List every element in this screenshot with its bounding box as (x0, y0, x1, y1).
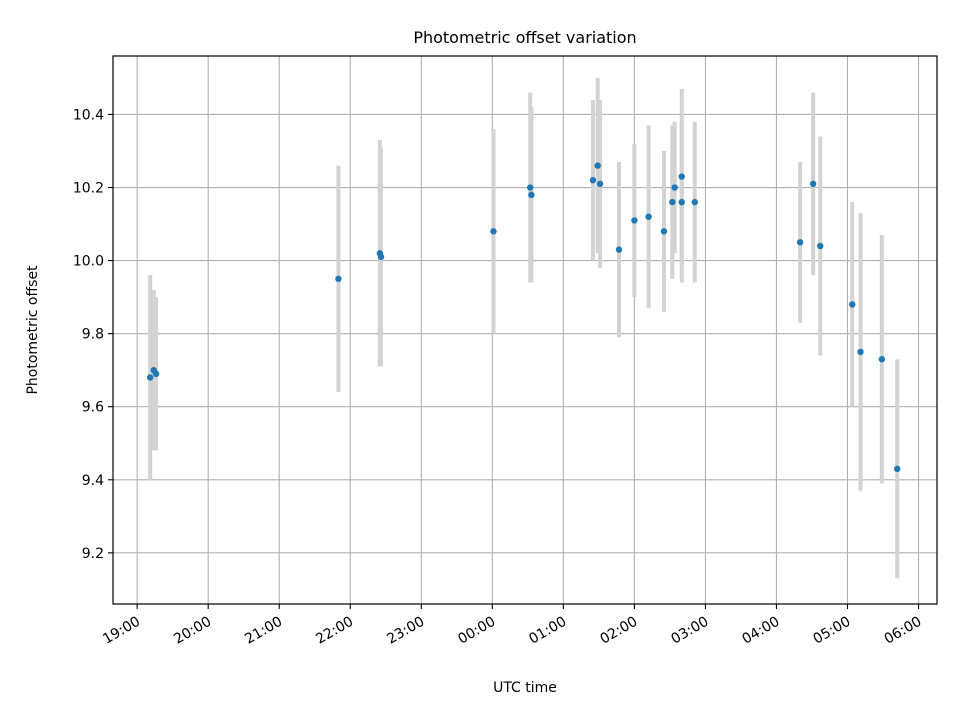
y-tick-label: 9.6 (82, 400, 104, 416)
data-point (857, 348, 864, 356)
data-point (817, 242, 824, 250)
data-point (615, 246, 623, 253)
y-tick-label: 10.0 (73, 254, 104, 270)
data-point (528, 191, 535, 199)
y-tick-label: 9.4 (82, 473, 104, 489)
y-axis-label: Photometric offset (25, 265, 41, 395)
data-point (596, 180, 604, 188)
data-point (589, 177, 597, 184)
y-tick-label: 9.2 (82, 546, 104, 562)
data-point (377, 253, 385, 261)
chart-title: Photometric offset variation (413, 28, 636, 47)
data-point (146, 374, 154, 381)
data-point (527, 184, 534, 191)
y-tick-label: 10.2 (73, 181, 104, 197)
data-point (490, 228, 497, 235)
data-points (146, 162, 901, 473)
axes-frame (112, 55, 938, 605)
data-point (660, 228, 668, 235)
data-point (678, 198, 685, 206)
data-point (849, 301, 856, 308)
data-point (809, 180, 817, 188)
data-point (335, 275, 342, 283)
data-point (631, 217, 638, 224)
data-point (796, 239, 804, 246)
y-tick-label: 9.8 (82, 327, 104, 343)
data-point (878, 356, 886, 363)
data-point (645, 213, 652, 220)
y-axis-ticks: 9.2 9.4 9.6 9.8 10.0 10.2 10.4 (73, 107, 113, 562)
data-point (669, 198, 676, 206)
x-axis-label: UTC time (493, 680, 557, 696)
data-point (594, 162, 601, 169)
data-point (671, 184, 678, 191)
y-tick-label: 10.4 (73, 107, 104, 123)
data-point (894, 465, 901, 473)
data-point (691, 198, 698, 206)
data-point (678, 173, 685, 180)
data-point (152, 370, 160, 378)
